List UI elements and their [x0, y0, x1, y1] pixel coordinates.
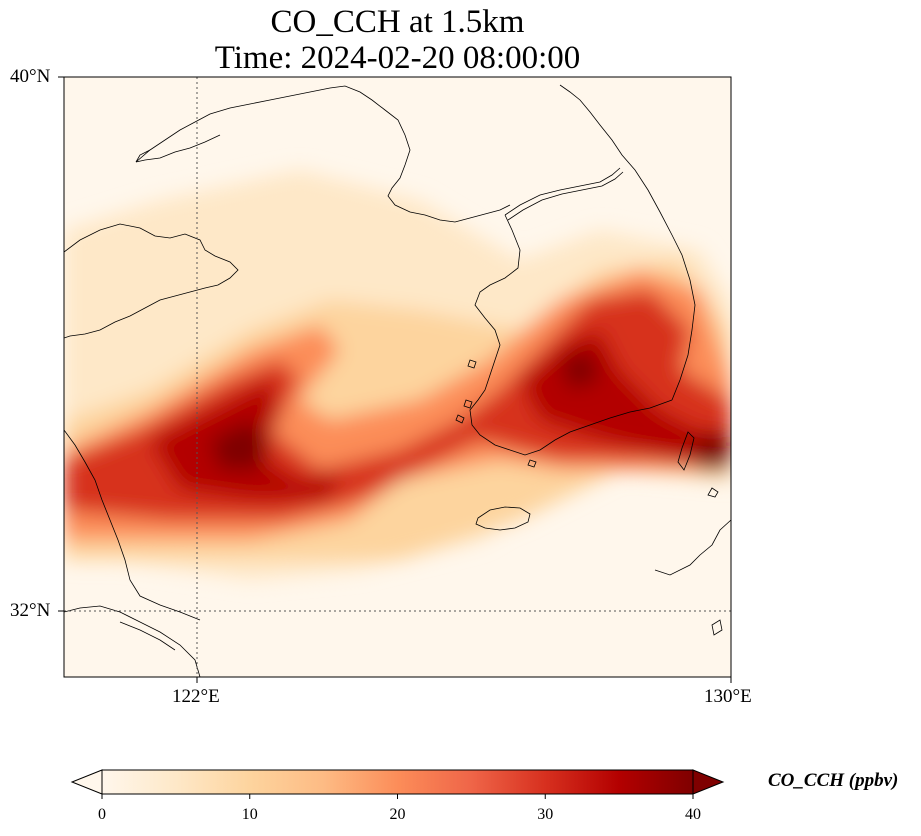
coast-bohai-west: [135, 134, 221, 163]
lon-label-122e: 122°E: [172, 686, 220, 707]
lat-label-40n: 40°N: [10, 66, 51, 87]
gridlines: [64, 77, 731, 677]
coast-jiangsu: [64, 429, 201, 621]
lat-label-32n: 32°N: [10, 600, 51, 621]
plume-max-edge: [690, 430, 731, 470]
co-concentration-field: [64, 170, 731, 580]
coast-korea-east: [559, 84, 696, 401]
colorbar-gradient: [101, 769, 694, 795]
islet-southeast: [711, 619, 723, 636]
coastlines: [64, 84, 731, 677]
jeju-island: [475, 506, 531, 531]
islands-sw-korea: [455, 359, 537, 468]
colorbar-tick-40: 40: [685, 806, 701, 823]
colorbar-tick-10: 10: [241, 806, 258, 823]
plot-title: CO_CCH at 1.5km: [270, 4, 525, 40]
colorbar-extend-min: [70, 769, 103, 795]
tsushima-island: [677, 431, 695, 471]
colorbar-tick-0: 0: [98, 806, 106, 823]
plume-max-east: [560, 350, 600, 390]
coast-yangtze-south: [64, 605, 201, 677]
coast-shandong: [64, 223, 239, 339]
colorbar-label: CO_CCH (ppbv): [768, 770, 899, 791]
lon-label-130e: 130°E: [704, 686, 752, 707]
iki-island: [707, 487, 719, 498]
map-frame: [63, 76, 732, 678]
plot-time: Time: 2024-02-20 08:00:00: [214, 40, 581, 76]
colorbar: [70, 769, 725, 799]
border-line-1: [504, 167, 621, 216]
plume-max-west: [210, 420, 270, 470]
coast-korea-west-south: [469, 214, 673, 456]
coast-kyushu: [654, 519, 731, 576]
colorbar-extend-max: [692, 769, 725, 795]
yangtze-island: [119, 621, 176, 651]
colorbar-tick-20: 20: [389, 806, 406, 823]
colorbar-tick-30: 30: [537, 806, 554, 823]
border-line-2: [507, 171, 624, 221]
coast-bohai-north: [135, 85, 511, 223]
